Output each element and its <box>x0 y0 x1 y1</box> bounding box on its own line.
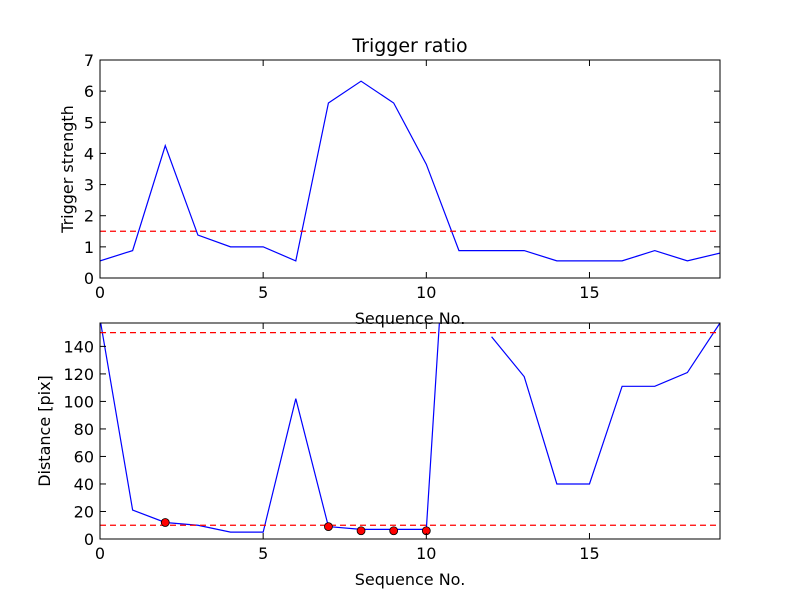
bottom-xtick-label-2: 10 <box>416 544 436 563</box>
bottom-ytick-label-2: 40 <box>74 475 94 494</box>
top-x-axis-label: Sequence No. <box>355 309 466 328</box>
top-axes-frame <box>99 59 721 279</box>
bottom-x-axis-label: Sequence No. <box>355 570 466 589</box>
bottom-xtick-label-1: 5 <box>258 544 268 563</box>
top-ytick-label-7: 7 <box>84 51 94 70</box>
bottom-ytick-label-7: 140 <box>63 337 94 356</box>
top-ytick-label-3: 3 <box>84 176 94 195</box>
bottom-ytick-label-6: 120 <box>63 365 94 384</box>
top-ytick-label-0: 0 <box>84 269 94 288</box>
top-y-axis-label: Trigger strength <box>58 105 77 234</box>
top-ytick-label-4: 4 <box>84 144 94 163</box>
top-xtick-label-3: 15 <box>579 283 599 302</box>
top-ytick-label-2: 2 <box>84 207 94 226</box>
bottom-ytick-label-3: 60 <box>74 447 94 466</box>
bottom-marker-point-2 <box>356 526 366 536</box>
bottom-series-line-0-segment-1 <box>491 323 720 485</box>
bottom-chart: 0 5 10 15 0 20 40 60 80 100 120 140 Sequence No. Dist… <box>35 322 721 589</box>
top-ytick-label-6: 6 <box>84 82 94 101</box>
top-xtick-label-1: 5 <box>258 283 268 302</box>
bottom-marker-point-3 <box>389 526 399 536</box>
bottom-xtick-label-0: 0 <box>95 544 105 563</box>
bottom-ytick-label-5: 100 <box>63 392 94 411</box>
top-xtick-label-2: 10 <box>416 283 436 302</box>
top-chart-title: Trigger ratio <box>351 35 467 57</box>
top-plot-area <box>100 80 720 262</box>
top-ytick-label-1: 1 <box>84 238 94 257</box>
bottom-marker-point-1 <box>324 522 333 532</box>
bottom-ytick-label-0: 0 <box>84 530 94 549</box>
top-series-line-0-segment-0 <box>100 80 720 262</box>
bottom-axes-frame <box>99 322 721 540</box>
bottom-xtick-label-3: 15 <box>579 544 599 563</box>
bottom-series-line-0-segment-0 <box>100 323 440 533</box>
bottom-ytick-label-1: 20 <box>74 502 94 521</box>
bottom-marker-point-0 <box>160 518 170 527</box>
bottom-plot-area <box>100 323 720 533</box>
top-xtick-label-0: 0 <box>95 283 105 302</box>
top-ytick-label-5: 5 <box>84 113 94 132</box>
bottom-y-axis-label: Distance [pix] <box>35 375 54 487</box>
bottom-ytick-label-4: 80 <box>74 420 94 439</box>
top-chart: 0 5 10 15 0 1 2 3 4 5 6 7 Trigger ratio Sequence No. T… <box>58 35 721 328</box>
